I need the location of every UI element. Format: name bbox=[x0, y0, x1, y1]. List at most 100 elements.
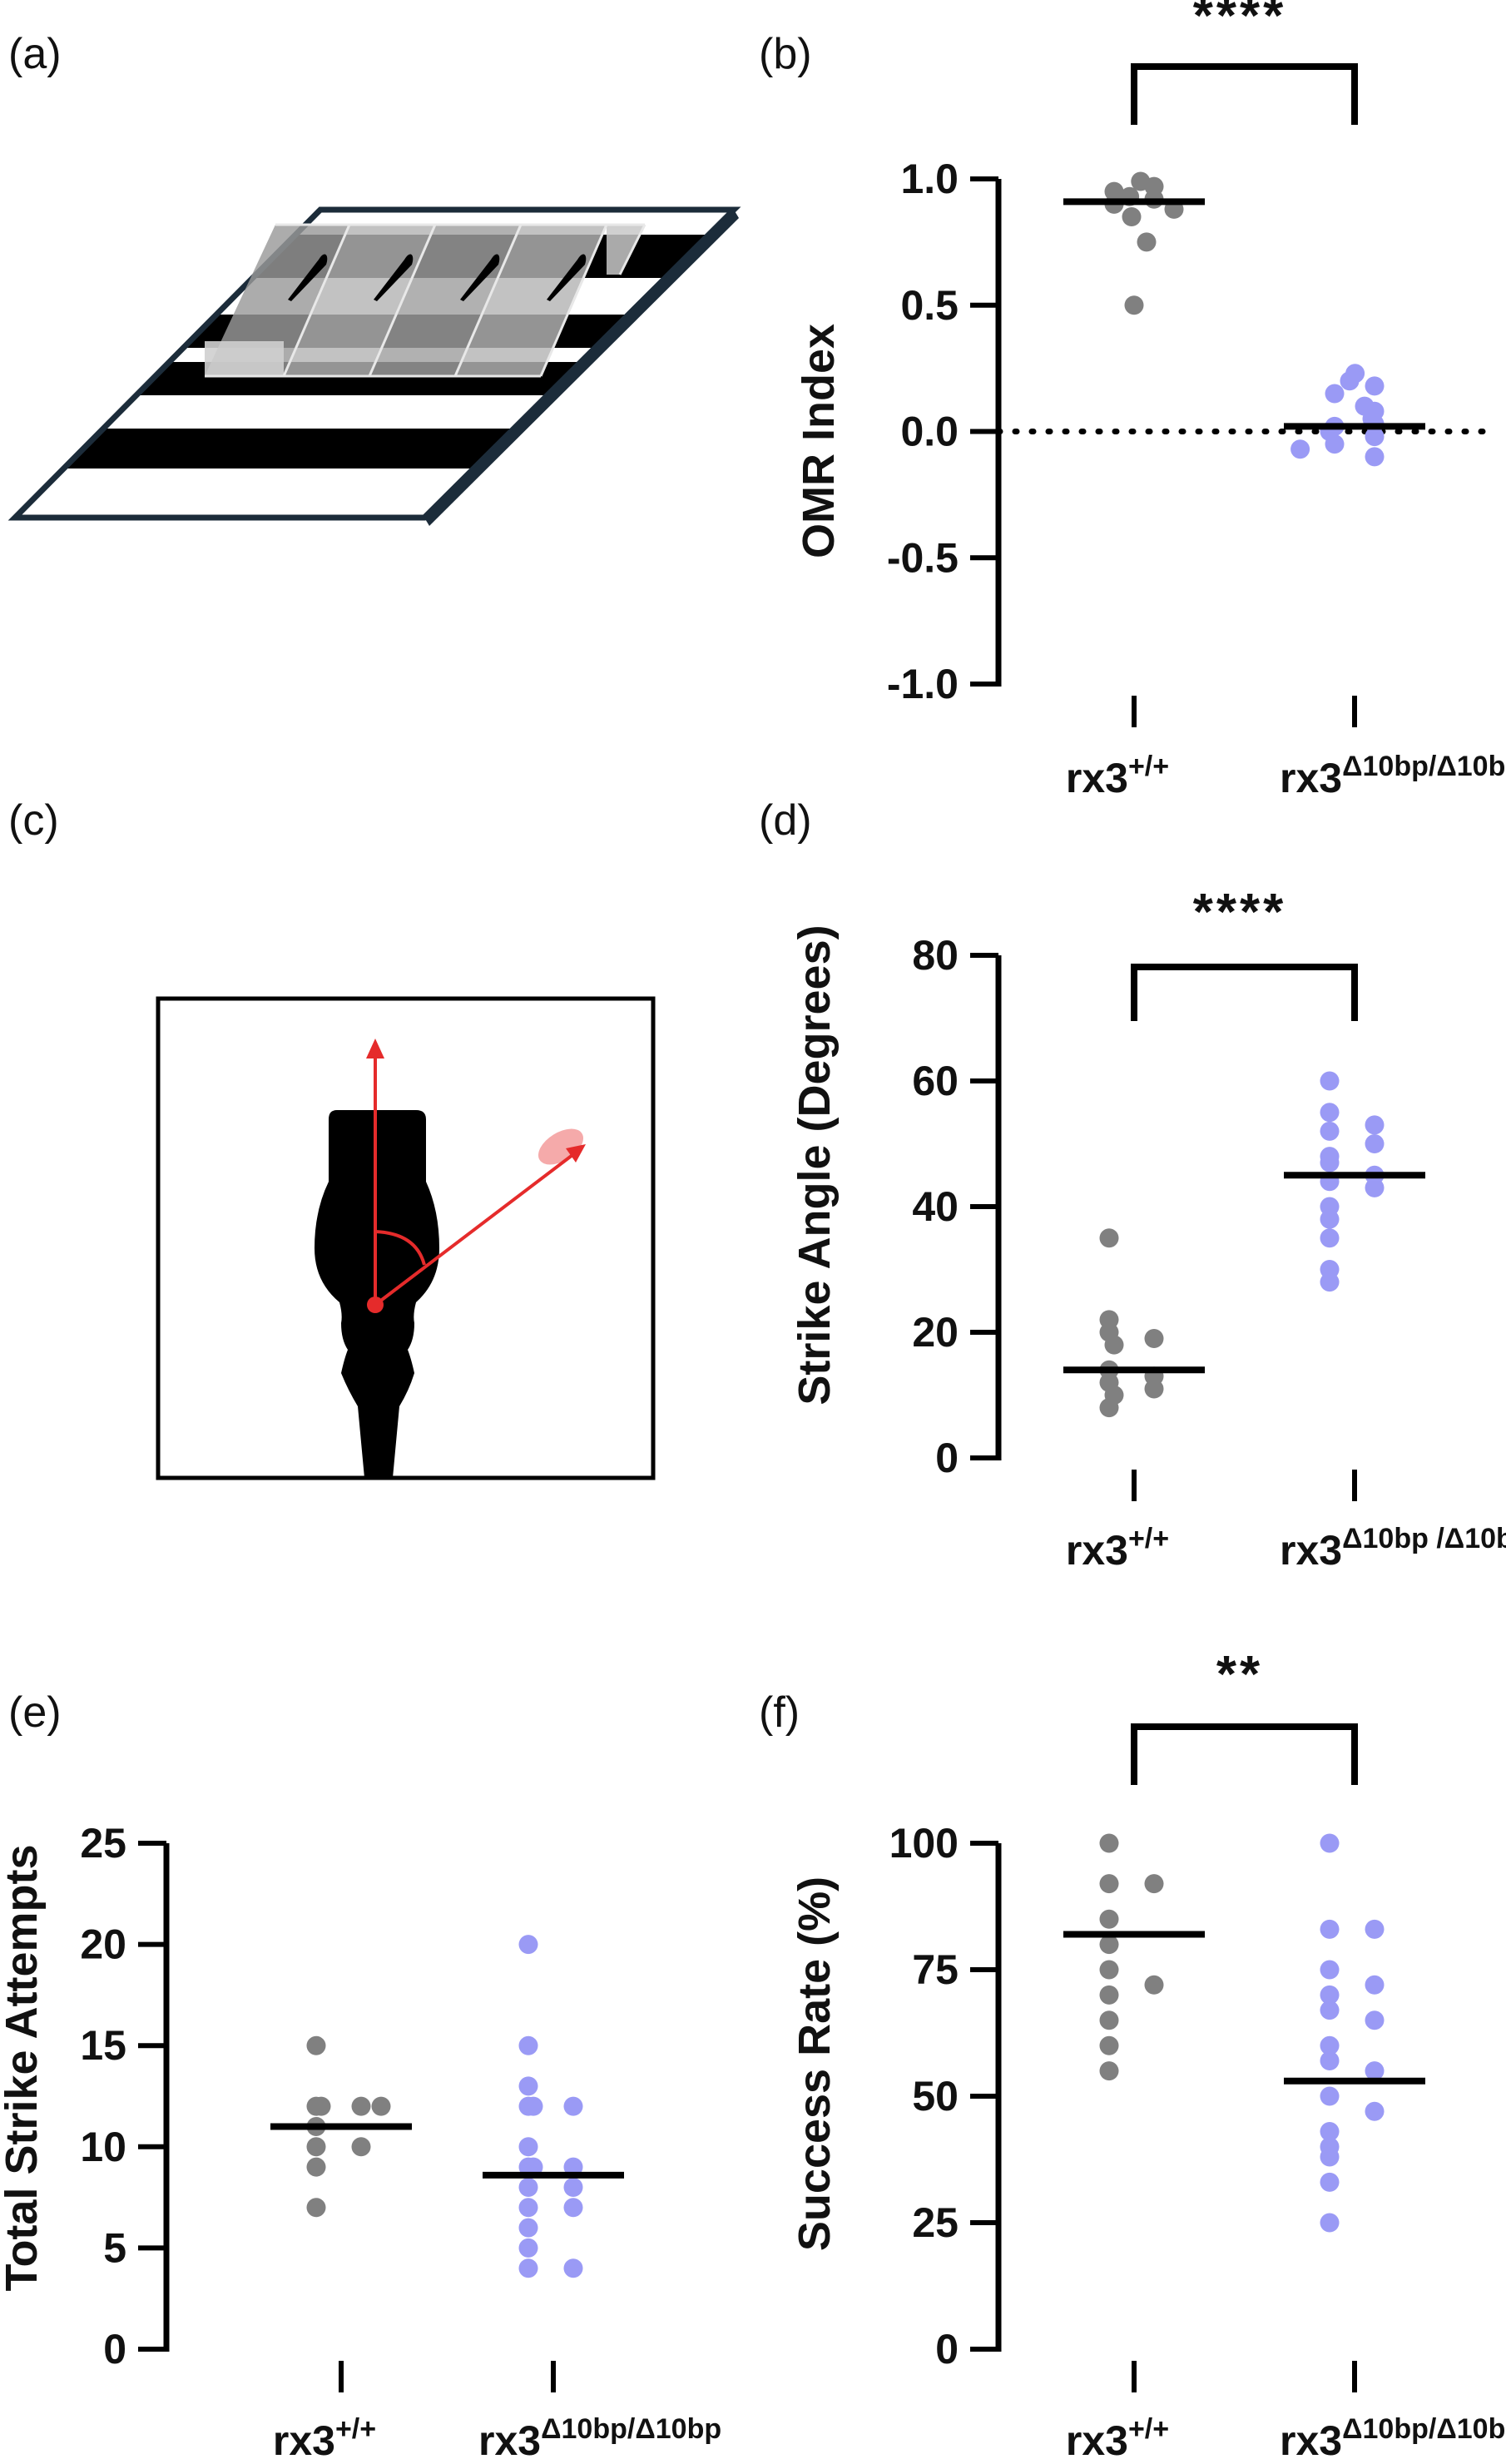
chart-e-data-point bbox=[306, 2035, 326, 2055]
chart-d-data-point bbox=[1320, 1153, 1340, 1173]
chart-e-ytick-label: 20 bbox=[80, 1921, 126, 1968]
chart-e-ytick-label: 0 bbox=[103, 2326, 126, 2372]
chart-d-data-point bbox=[1144, 1329, 1164, 1349]
chart-d-ylabel: Strike Angle (Degrees) bbox=[790, 925, 840, 1405]
arrow-head-diagonal bbox=[566, 1144, 586, 1163]
strike-angle-illustration bbox=[156, 996, 656, 1480]
chart-e-data-point bbox=[306, 2198, 326, 2218]
arrow-head-up bbox=[366, 1039, 384, 1058]
chart-f-data-point bbox=[1320, 2213, 1340, 2233]
chart-f-ytick-label: 100 bbox=[889, 1820, 959, 1867]
chart-f-ytick-label: 75 bbox=[912, 1946, 959, 1993]
panel-label-e: (e) bbox=[8, 1688, 62, 1737]
chart-d-category-label: rx3+/+ bbox=[1066, 1523, 1169, 1574]
chart-f-data-point bbox=[1365, 2101, 1385, 2121]
chart-f-data-point bbox=[1099, 1985, 1119, 2005]
chart-e-ytick-label: 25 bbox=[80, 1820, 126, 1867]
chart-d-ytick-label: 60 bbox=[912, 1058, 959, 1104]
chart-b-significance: **** bbox=[1193, 0, 1287, 45]
chart-b-ytick-label: 1.0 bbox=[900, 156, 959, 202]
chart-e-data-point bbox=[311, 2096, 331, 2116]
chart-f-data-point bbox=[1320, 2086, 1340, 2106]
chart-f-category-label: rx3+/+ bbox=[1066, 2413, 1169, 2464]
chart-b-data-point bbox=[1365, 376, 1385, 396]
panel-label-f: (f) bbox=[759, 1688, 800, 1737]
chart-e-ytick-label: 5 bbox=[103, 2224, 126, 2271]
chart-e-data-point bbox=[563, 2096, 583, 2116]
chart-d-ytick-label: 20 bbox=[912, 1309, 959, 1356]
chart-f-data-point bbox=[1099, 1833, 1119, 1853]
chart-b-ytick-label: -1.0 bbox=[887, 661, 959, 707]
chart-f-data-point bbox=[1320, 2172, 1340, 2192]
total-strike-attempts-chart: Total Strike Attempts 0 5 10 15 20 25 rx3+/+ rx… bbox=[0, 1820, 721, 2464]
chart-d-data-point bbox=[1320, 1103, 1340, 1123]
chart-d-significance-bracket bbox=[1131, 964, 1358, 1021]
success-rate-chart: Success Rate (%) ** 0 25 50 75 100 rx3+/+ rx3Δ… bbox=[790, 1646, 1506, 2464]
chart-e-data-point bbox=[518, 2238, 538, 2258]
panel-label-b: (b) bbox=[759, 30, 812, 78]
chart-d-data-point bbox=[1320, 1071, 1340, 1091]
chart-d-ytick-label: 80 bbox=[912, 932, 959, 979]
chart-f-data-point bbox=[1099, 2035, 1119, 2055]
chart-f-data-point bbox=[1365, 1919, 1385, 1939]
chart-e-ylabel: Total Strike Attempts bbox=[0, 1844, 47, 2291]
chart-d-data-point bbox=[1365, 1115, 1385, 1135]
chart-d-data-point bbox=[1365, 1177, 1385, 1197]
chart-e-category-label: rx3Δ10bp/Δ10bp bbox=[478, 2413, 721, 2464]
chart-b-data-point bbox=[1325, 434, 1345, 454]
chart-e-data-point bbox=[306, 2157, 326, 2177]
chart-f-data-point bbox=[1099, 1909, 1119, 1929]
chart-d-data-point bbox=[1144, 1379, 1164, 1399]
chart-d-category-label: rx3Δ10bp /Δ10bp bbox=[1280, 1523, 1506, 1574]
chart-b-data-point bbox=[1137, 232, 1157, 252]
chart-f-data-point bbox=[1320, 2122, 1340, 2142]
chart-f-category-label: rx3Δ10bp/Δ10bp bbox=[1280, 2413, 1506, 2464]
chart-e-data-point bbox=[518, 2198, 538, 2218]
chart-e-data-point bbox=[518, 1935, 538, 1955]
chart-f-ytick-label: 0 bbox=[935, 2326, 959, 2372]
chart-e-data-point bbox=[351, 2096, 371, 2116]
chart-b-data-point bbox=[1291, 439, 1310, 459]
chart-f-ytick-label: 50 bbox=[912, 2073, 959, 2119]
chart-b-data-point bbox=[1124, 295, 1144, 315]
chart-d-data-point bbox=[1365, 1134, 1385, 1153]
chart-e-ytick-label: 10 bbox=[80, 2124, 126, 2170]
panel-label-c: (c) bbox=[8, 796, 59, 845]
chart-d-data-point bbox=[1104, 1335, 1124, 1355]
chart-e-data-point bbox=[563, 2198, 583, 2218]
chart-e-data-point bbox=[518, 2177, 538, 2197]
chart-f-data-point bbox=[1320, 1833, 1340, 1853]
chart-f-data-point bbox=[1099, 2010, 1119, 2030]
chart-f-data-point bbox=[1320, 1960, 1340, 1980]
pivot-point bbox=[367, 1296, 384, 1313]
chart-f-data-point bbox=[1365, 2010, 1385, 2030]
strike-angle-chart: Strike Angle (Degrees) **** 0 20 40 60 80 rx3… bbox=[790, 884, 1506, 1574]
chart-b-ytick-label: 0.5 bbox=[900, 282, 959, 329]
chart-d-data-point bbox=[1099, 1228, 1119, 1248]
chart-b-ylabel: OMR Index bbox=[794, 324, 844, 558]
chart-f-data-point bbox=[1365, 1975, 1385, 1995]
chart-f-data-point bbox=[1320, 2035, 1340, 2055]
fish-lanes bbox=[205, 223, 646, 378]
chart-e-data-point bbox=[371, 2096, 391, 2116]
chart-d-data-point bbox=[1320, 1121, 1340, 1141]
panel-label-a: (a) bbox=[8, 30, 62, 78]
chart-f-data-point bbox=[1099, 1935, 1119, 1955]
chart-f-data-point bbox=[1365, 2061, 1385, 2081]
chart-f-ylabel: Success Rate (%) bbox=[790, 1877, 840, 2251]
chart-e-category-label: rx3+/+ bbox=[273, 2413, 376, 2464]
chart-e-data-point bbox=[563, 2177, 583, 2197]
chart-b-ytick-label: -0.5 bbox=[887, 534, 959, 581]
chart-d-data-point bbox=[1320, 1272, 1340, 1292]
chart-e-data-point bbox=[306, 2137, 326, 2157]
omr-index-chart: OMR Index **** 1.0 0.5 0.0 -0.5 -1.0 rx3+/+ rx… bbox=[794, 0, 1506, 801]
chart-e-data-point bbox=[351, 2137, 371, 2157]
chart-b-data-point bbox=[1122, 207, 1142, 227]
chart-b-data-point bbox=[1340, 371, 1360, 391]
chart-f-significance: ** bbox=[1216, 1646, 1263, 1703]
chart-d-data-point bbox=[1320, 1228, 1340, 1248]
chart-b-category-label: rx3Δ10bp/Δ10bp bbox=[1280, 751, 1506, 801]
chart-e-data-point bbox=[518, 2035, 538, 2055]
chart-b-data-point bbox=[1325, 384, 1345, 404]
